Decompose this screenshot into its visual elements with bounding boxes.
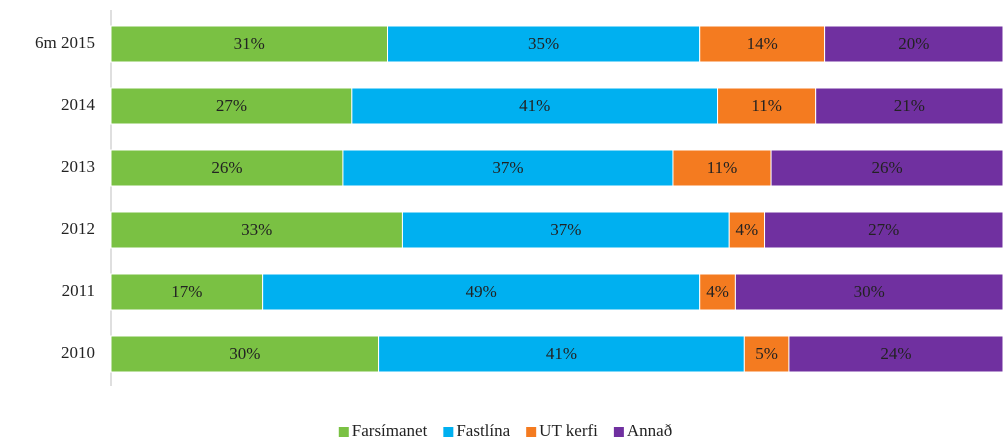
bar-segment bbox=[764, 211, 1003, 249]
bar-segment bbox=[262, 273, 701, 311]
bar-segment bbox=[110, 273, 264, 311]
legend-label: Annað bbox=[627, 421, 672, 440]
data-label: 4% bbox=[706, 282, 729, 301]
data-label: 30% bbox=[229, 344, 260, 363]
data-label: 11% bbox=[751, 96, 782, 115]
data-label: 37% bbox=[550, 220, 581, 239]
y-tick-label: 2012 bbox=[61, 219, 95, 238]
legend-label: UT kerfi bbox=[539, 421, 598, 440]
legend-label: Farsímanet bbox=[352, 421, 428, 440]
bar-segment bbox=[743, 335, 790, 373]
data-label: 31% bbox=[234, 34, 265, 53]
data-label: 4% bbox=[736, 220, 759, 239]
legend-label: Fastlína bbox=[456, 421, 510, 440]
bar-segment bbox=[387, 25, 701, 63]
bar-segment bbox=[110, 211, 403, 249]
data-label: 21% bbox=[894, 96, 925, 115]
data-label: 35% bbox=[528, 34, 559, 53]
data-label: 27% bbox=[216, 96, 247, 115]
data-label: 26% bbox=[871, 158, 902, 177]
legend-swatch bbox=[443, 427, 454, 437]
bar-segment bbox=[728, 211, 766, 249]
y-tick-label: 2011 bbox=[62, 281, 95, 300]
bar-segment bbox=[734, 273, 1003, 311]
legend-swatch bbox=[526, 427, 537, 437]
bar-segment bbox=[342, 149, 674, 187]
data-label: 5% bbox=[755, 344, 778, 363]
data-label: 37% bbox=[492, 158, 523, 177]
legend-swatch bbox=[613, 427, 624, 437]
bar-segment bbox=[110, 335, 380, 373]
data-label: 11% bbox=[707, 158, 738, 177]
bar-segment bbox=[351, 87, 719, 125]
data-label: 14% bbox=[747, 34, 778, 53]
data-label: 49% bbox=[466, 282, 497, 301]
y-tick-label: 2013 bbox=[61, 157, 95, 176]
data-label: 33% bbox=[241, 220, 272, 239]
data-label: 30% bbox=[854, 282, 885, 301]
bar-segment bbox=[699, 25, 826, 63]
bar-segment bbox=[770, 149, 1003, 187]
legend-swatch bbox=[338, 427, 349, 437]
data-label: 24% bbox=[880, 344, 911, 363]
data-label: 41% bbox=[546, 344, 577, 363]
y-tick-label: 6m 2015 bbox=[35, 33, 95, 52]
bar-segment bbox=[378, 335, 745, 373]
y-tick-label: 2010 bbox=[61, 343, 95, 362]
data-label: 20% bbox=[898, 34, 929, 53]
data-label: 41% bbox=[519, 96, 550, 115]
data-label: 27% bbox=[868, 220, 899, 239]
data-label: 17% bbox=[171, 282, 202, 301]
bar-segment bbox=[699, 273, 736, 311]
y-tick-label: 2014 bbox=[61, 95, 96, 114]
data-label: 26% bbox=[211, 158, 242, 177]
bar-segment bbox=[815, 87, 1003, 125]
